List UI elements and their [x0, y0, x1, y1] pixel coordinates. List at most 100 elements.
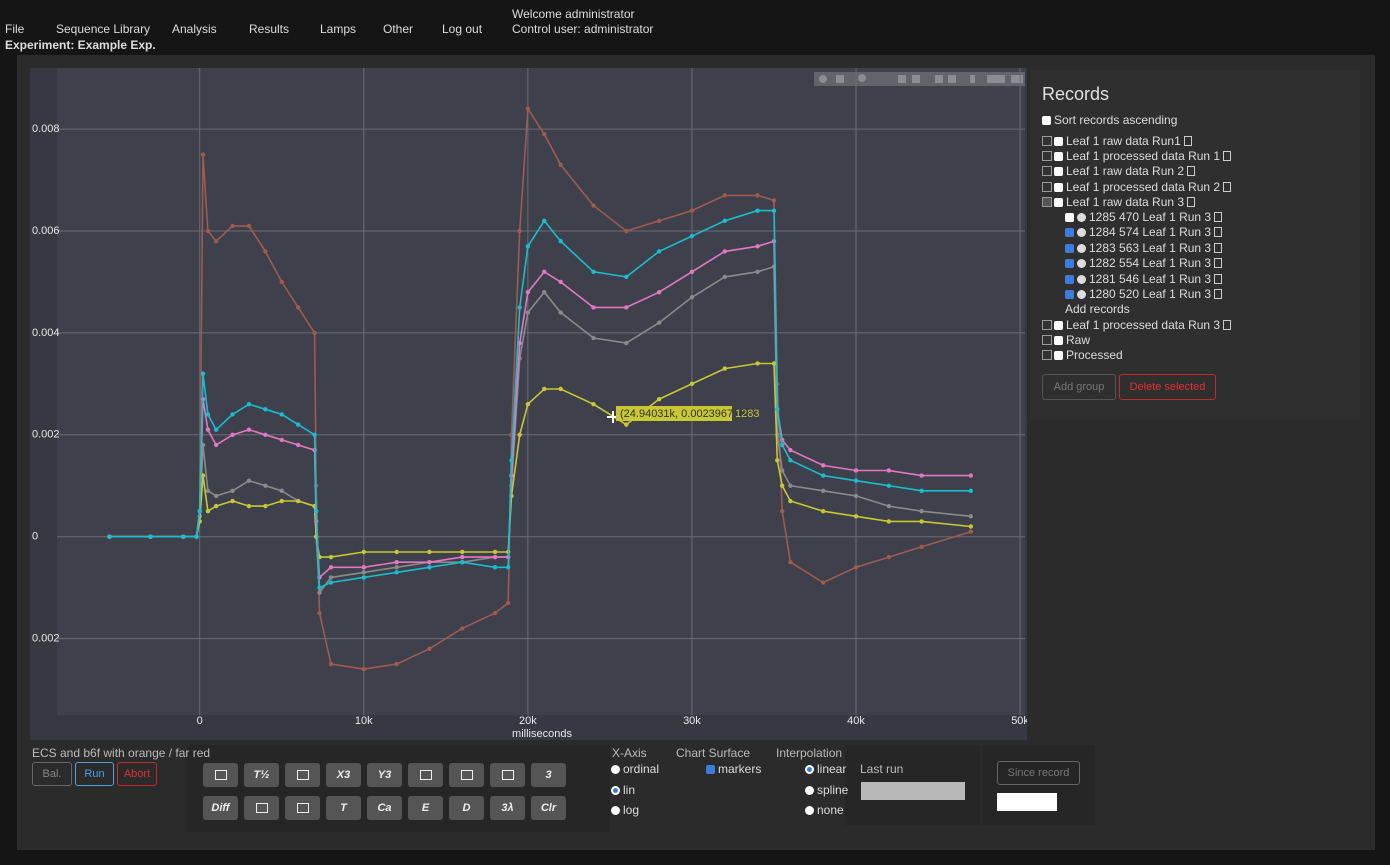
since-input[interactable] — [997, 793, 1057, 811]
tool-icon-button[interactable] — [449, 763, 484, 787]
tool-button[interactable]: D — [449, 796, 484, 820]
record-item[interactable]: 1283 563 Leaf 1 Run 3 — [1065, 241, 1223, 255]
checkbox[interactable] — [1065, 259, 1074, 269]
info-icon[interactable] — [1077, 290, 1086, 299]
expander[interactable] — [1042, 166, 1052, 177]
record-item[interactable]: 1284 574 Leaf 1 Run 3 — [1065, 225, 1223, 239]
tool-button[interactable]: Y3 — [367, 763, 402, 787]
nav-item[interactable]: Lamps — [320, 22, 357, 36]
sort-toggle[interactable]: Sort records ascending — [1042, 113, 1177, 127]
option[interactable]: none — [805, 803, 844, 817]
nav-item[interactable]: Results — [249, 22, 290, 36]
tool-button[interactable]: Ca — [367, 796, 402, 820]
info-icon[interactable] — [1077, 274, 1086, 284]
nav-item[interactable]: Other — [383, 22, 414, 36]
record-item[interactable]: 1280 520 Leaf 1 Run 3 — [1065, 287, 1223, 301]
tool-icon-button[interactable] — [285, 763, 320, 787]
delete-icon[interactable] — [1223, 319, 1232, 330]
expander[interactable] — [1042, 136, 1052, 146]
checkbox[interactable] — [1054, 320, 1063, 330]
delete-icon[interactable] — [1187, 196, 1196, 207]
radio[interactable] — [805, 765, 814, 774]
tool-icon-button[interactable] — [490, 763, 525, 787]
tool-button[interactable]: T½ — [244, 763, 279, 787]
checkbox[interactable] — [1065, 290, 1074, 299]
run-button[interactable]: Run — [75, 762, 114, 786]
delete-icon[interactable] — [1183, 136, 1192, 146]
info-icon[interactable] — [1077, 259, 1086, 269]
delete-icon[interactable] — [1214, 212, 1223, 222]
checkbox[interactable] — [1054, 182, 1063, 192]
expander[interactable] — [1042, 350, 1052, 360]
record-item[interactable]: 1285 470 Leaf 1 Run 3 — [1065, 210, 1223, 224]
record-group[interactable]: Processed — [1042, 348, 1123, 362]
checkbox[interactable] — [706, 765, 715, 774]
tool-button[interactable]: T — [326, 796, 361, 820]
option[interactable]: lin — [611, 783, 635, 797]
record-group[interactable]: Raw — [1042, 333, 1090, 347]
expander[interactable] — [1042, 334, 1052, 345]
nav-item[interactable]: File — [5, 22, 25, 36]
tool-icon-button[interactable] — [285, 796, 320, 820]
delete-icon[interactable] — [1223, 151, 1232, 162]
tool-button[interactable]: Clr — [531, 796, 566, 820]
checkbox[interactable] — [1065, 243, 1074, 253]
checkbox[interactable] — [1042, 116, 1051, 125]
info-icon[interactable] — [1077, 228, 1086, 238]
nav-item[interactable]: Analysis — [172, 22, 217, 36]
delete-icon[interactable] — [1214, 242, 1223, 253]
radio[interactable] — [611, 785, 620, 795]
checkbox[interactable] — [1054, 197, 1063, 207]
info-icon[interactable] — [1077, 243, 1086, 253]
expander[interactable] — [1042, 181, 1052, 192]
run-button[interactable]: Bal. — [32, 762, 72, 786]
record-group[interactable]: Leaf 1 raw data Run 2 — [1042, 164, 1196, 178]
record-item[interactable]: 1282 554 Leaf 1 Run 3 — [1065, 256, 1223, 270]
delete-icon[interactable] — [1187, 166, 1196, 177]
add-group-button[interactable]: Add group — [1042, 374, 1116, 400]
tool-icon-button[interactable] — [203, 763, 238, 787]
tool-button[interactable]: X3 — [326, 763, 361, 787]
record-group[interactable]: Leaf 1 processed data Run 1 — [1042, 149, 1232, 163]
since-button[interactable]: Since record — [997, 761, 1080, 785]
record-group[interactable]: Leaf 1 raw data Run 3 — [1042, 195, 1196, 209]
delete-icon[interactable] — [1214, 273, 1223, 284]
option[interactable]: spline — [805, 783, 848, 797]
radio[interactable] — [611, 806, 620, 815]
tool-icon-button[interactable] — [244, 796, 279, 820]
delete-button[interactable]: Delete selected — [1119, 374, 1216, 400]
option[interactable]: markers — [706, 762, 761, 776]
radio[interactable] — [805, 785, 814, 795]
tool-button[interactable]: E — [408, 796, 443, 820]
record-group[interactable]: Leaf 1 processed data Run 3 — [1042, 318, 1232, 332]
checkbox[interactable] — [1054, 335, 1063, 345]
checkbox[interactable] — [1054, 167, 1063, 177]
record-group[interactable]: Leaf 1 raw data Run1 — [1042, 134, 1192, 148]
tool-button[interactable]: 3 — [531, 763, 566, 787]
checkbox[interactable] — [1065, 213, 1074, 222]
run-button[interactable]: Abort — [117, 762, 157, 786]
expander[interactable] — [1042, 151, 1052, 162]
checkbox[interactable] — [1054, 137, 1063, 146]
record-item[interactable]: 1281 546 Leaf 1 Run 3 — [1065, 272, 1223, 286]
option[interactable]: ordinal — [611, 762, 659, 776]
tool-icon-button[interactable] — [408, 763, 443, 787]
delete-icon[interactable] — [1214, 289, 1223, 299]
expander[interactable] — [1042, 196, 1052, 207]
checkbox[interactable] — [1054, 351, 1063, 360]
delete-icon[interactable] — [1214, 258, 1223, 269]
checkbox[interactable] — [1065, 274, 1074, 284]
add-records[interactable]: Add records — [1065, 302, 1130, 317]
nav-item[interactable]: Log out — [442, 22, 483, 36]
radio[interactable] — [805, 806, 814, 815]
modebar[interactable] — [814, 72, 1025, 86]
delete-icon[interactable] — [1214, 227, 1223, 238]
tool-button[interactable]: Diff — [203, 796, 238, 820]
checkbox[interactable] — [1065, 228, 1074, 238]
tool-button[interactable]: 3λ — [490, 796, 525, 820]
checkbox[interactable] — [1054, 152, 1063, 162]
radio[interactable] — [611, 765, 620, 774]
nav-item[interactable]: Sequence Library — [56, 22, 151, 36]
record-group[interactable]: Leaf 1 processed data Run 2 — [1042, 180, 1232, 194]
option[interactable]: log — [611, 803, 639, 817]
